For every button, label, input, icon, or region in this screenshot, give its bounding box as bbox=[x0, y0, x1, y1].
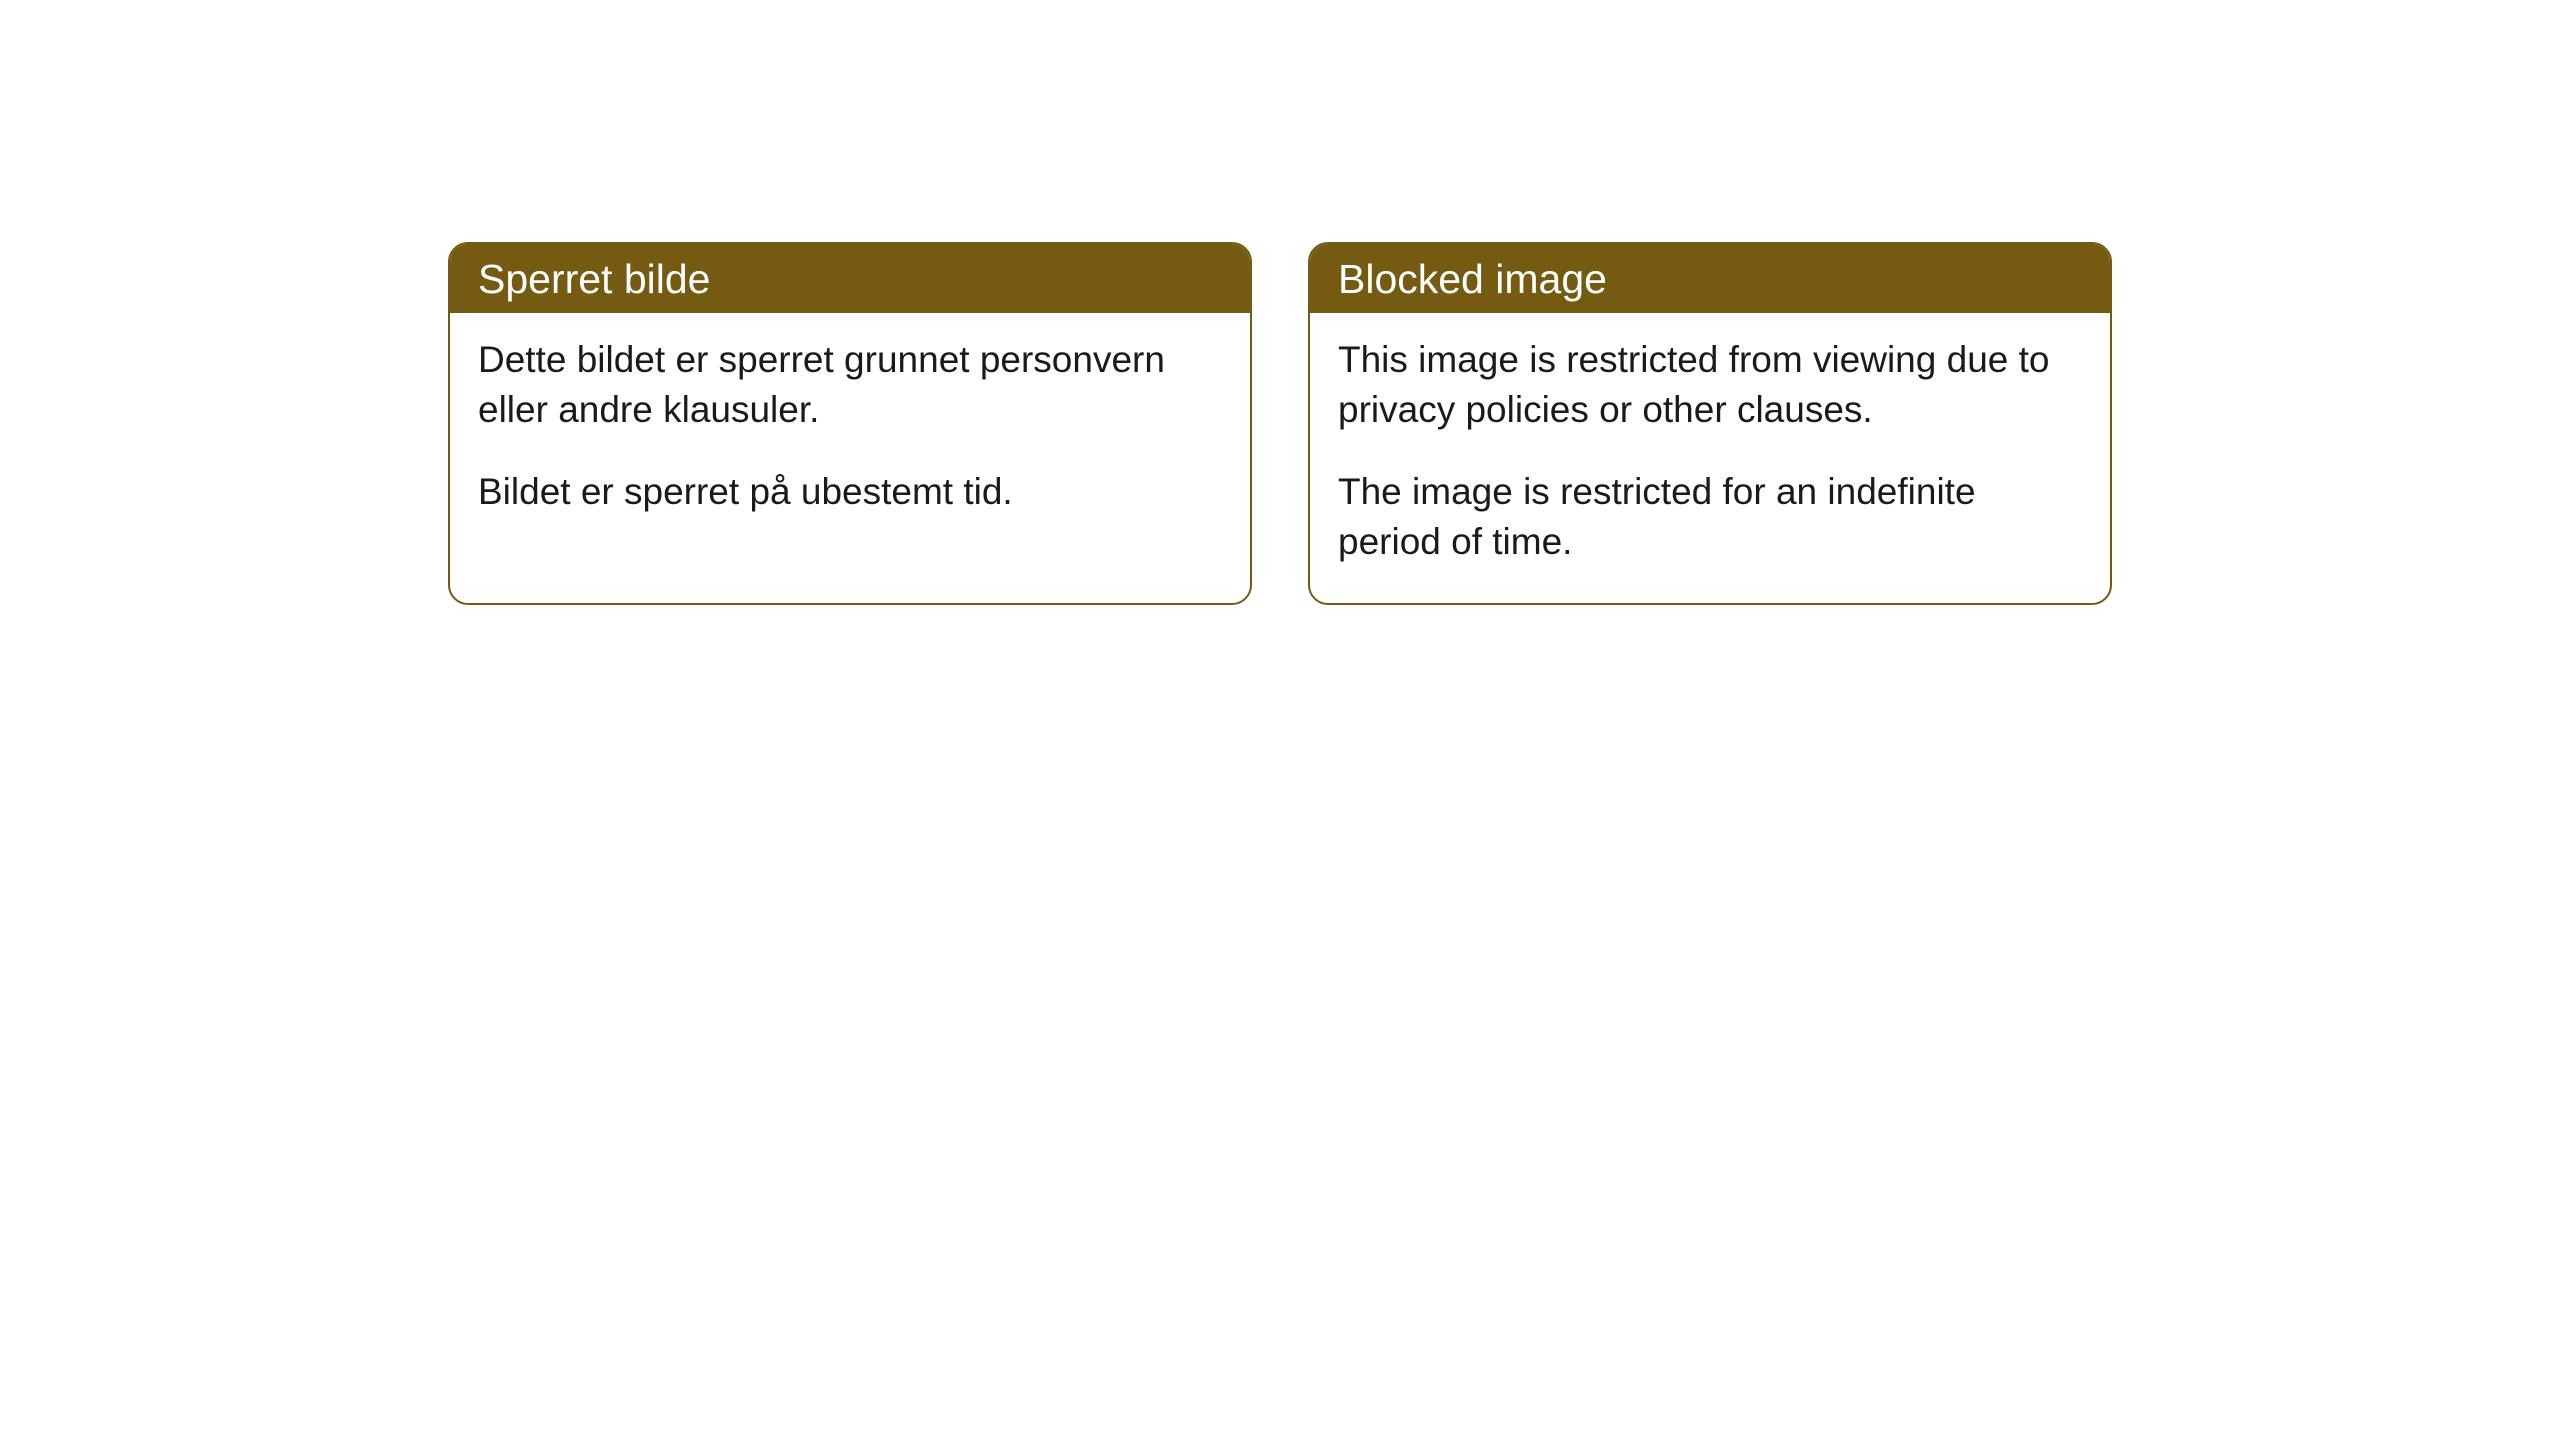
notice-container: Sperret bilde Dette bildet er sperret gr… bbox=[448, 242, 2112, 605]
notice-text-line2: Bildet er sperret på ubestemt tid. bbox=[478, 467, 1222, 517]
card-header-english: Blocked image bbox=[1310, 244, 2110, 313]
notice-text-line1: This image is restricted from viewing du… bbox=[1338, 335, 2082, 435]
card-header-norwegian: Sperret bilde bbox=[450, 244, 1250, 313]
card-body-english: This image is restricted from viewing du… bbox=[1310, 313, 2110, 603]
notice-text-line1: Dette bildet er sperret grunnet personve… bbox=[478, 335, 1222, 435]
card-body-norwegian: Dette bildet er sperret grunnet personve… bbox=[450, 313, 1250, 553]
notice-card-english: Blocked image This image is restricted f… bbox=[1308, 242, 2112, 605]
notice-text-line2: The image is restricted for an indefinit… bbox=[1338, 467, 2082, 567]
notice-card-norwegian: Sperret bilde Dette bildet er sperret gr… bbox=[448, 242, 1252, 605]
